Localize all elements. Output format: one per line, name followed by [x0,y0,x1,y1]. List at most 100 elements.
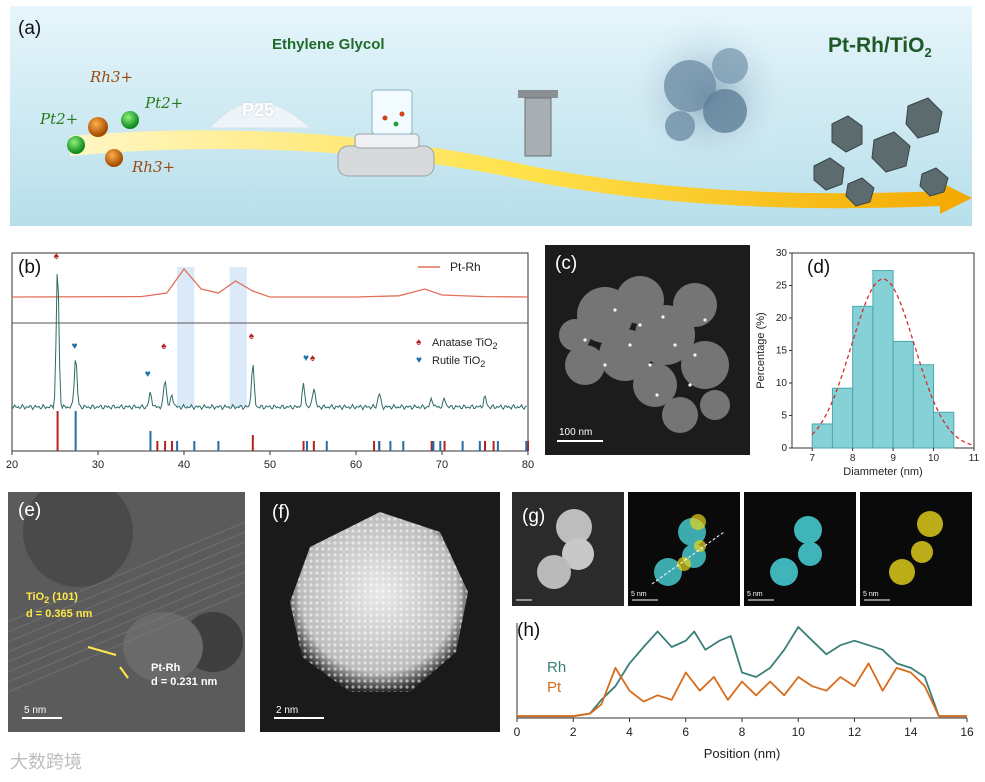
x-tick-label: 50 [264,459,276,471]
panel-e: (e) TiO2 (101) d = 0.365 nm Pt-Rh d = 0.… [7,477,246,732]
highlight-band [177,267,195,407]
panel-c: (c) 100 nm [545,245,750,455]
pt-rh-tio2-particles [813,97,949,207]
rutile-marker: ♥ [145,369,151,380]
panel-a: (a) Ethylene Glycol P25 Pt-Rh/TiO2 Pt2+ … [10,6,972,226]
scalebar-e-text: 5 nm [24,705,47,716]
x-tick-label: 70 [436,459,448,471]
pt-ion-sphere [67,136,85,154]
solvent-label: Ethylene Glycol [272,36,385,53]
histogram-bar [872,270,894,449]
gaussian-fit-line [811,278,973,446]
panel-c-label: (c) [555,253,578,274]
plot-frame [11,252,529,452]
anatase-marker: ♠ [310,353,316,364]
x-tick-label: 11 [969,453,980,464]
panel-d-label: (d) [807,257,831,278]
panel-a-label: (a) [18,18,42,39]
process-arrow [70,130,972,214]
series-sample-line [11,274,527,411]
product-label: Pt-Rh/TiO2 [828,34,932,61]
series-ptrh-line [11,267,529,298]
legend-anatase-marker: ♠ [416,337,422,348]
pt-ion-sphere [121,111,139,129]
g-rh-map [744,492,856,606]
tio2-spacing-annotation: TiO2 (101) d = 0.365 nm [26,591,93,621]
legend-rutile: Rutile TiO2 [432,355,486,370]
ion-label-pt: Pt2+ [145,94,184,112]
legend-anatase: Anatase TiO2 [432,337,498,352]
panel-h-label: (h) [517,620,541,641]
beaker [371,89,413,135]
scalebar-f-text: 2 nm [276,705,299,716]
x-tick-label: 80 [522,459,534,471]
y-tick-label: 20 [776,313,788,324]
scalebar-g-text: 5 nm [863,591,879,598]
panel-f-label: (f) [272,502,290,523]
ion-label-rh: Rh3+ [90,68,134,86]
x-tick-label: 10 [792,725,806,739]
y-tick-label: 0 [781,443,787,454]
rh-ion-sphere [88,117,108,137]
p25-powder-pile [208,101,312,129]
histogram-bar [933,411,955,449]
x-tick-label: 0 [514,725,521,739]
x-tick-label: 60 [350,459,362,471]
scalebar-g-text: 5 nm [631,591,647,598]
histogram-bar [811,423,833,449]
x-tick-label: 14 [904,725,918,739]
x-tick-label: 8 [850,453,856,464]
panel-g-label: (g) [522,506,546,527]
anatase-marker: ♠ [54,251,60,262]
scalebar-g-text: 5 nm [747,591,763,598]
g-haadf [512,492,624,606]
x-tick-label: 6 [682,725,689,739]
highlight-band [229,267,247,407]
y-tick-label: 10 [776,378,788,389]
panel-h: 0 2 4 6 8 10 12 14 16 Position (nm) (h) Rh Pt [505,615,980,777]
x-tick-label: 9 [890,453,896,464]
ion-label-rh: Rh3+ [132,158,176,176]
panel-f: (f) 2 nm [260,492,500,732]
y-tick-label: 15 [776,346,788,357]
watermark: 大数跨境 [10,752,82,773]
panel-b: ♠ ♠ ♠ ♠ ♥ ♥ ♥ ♠ ♥ 20 30 40 50 60 70 80 (b) Pt-Rh Anatas… [0,245,540,475]
panel-e-label: (e) [18,500,42,521]
anatase-marker: ♠ [161,341,167,352]
series-pt-line [517,662,967,718]
x-tick-label: 8 [739,725,746,739]
histogram-bar [852,305,874,449]
x-tick-label: 30 [92,459,104,471]
xrd-chart: ♠♠♠♠♥♥♥♠♥20 30 40 50 60 70 80 [6,251,534,471]
x-axis-label: Diammeter (nm) [843,466,922,478]
x-tick-label: 12 [848,725,862,739]
histogram-bar [831,387,854,449]
panel-g: (g) 5 nm 5 nm 5 nm [512,492,974,606]
x-tick-label: 10 [928,453,940,464]
p25-label: P25 [242,100,275,120]
panel-a-illustration [10,6,972,226]
x-axis-label: Position (nm) [704,746,781,761]
ptrh-spacing-annotation: Pt-Rh d = 0.231 nm [151,662,218,688]
haadf-image-f [274,512,468,719]
panel-d: 7 8 9 10 11 0 5 10 15 20 25 30 Diammeter (nm) Percent… [752,245,985,480]
rutile-marker: ♥ [303,353,309,364]
g-pt-map [860,492,972,606]
g-overlay-map [628,492,740,606]
autoclave [518,90,558,98]
size-histogram: 7 8 9 10 11 0 5 10 15 20 25 30 Diammeter (nm) Percent… [755,248,980,478]
histogram-bar [892,340,914,449]
scalebar-c-text: 100 nm [559,427,593,438]
legend-rh-text: Rh [547,659,567,676]
x-tick-label: 20 [6,459,18,471]
legend-rutile-marker: ♥ [416,355,422,366]
haadf-image-c [557,276,730,442]
eds-line-profile: 0 2 4 6 8 10 12 14 16 Position (nm) [514,623,974,761]
y-tick-label: 30 [776,248,788,259]
x-tick-label: 7 [809,453,815,464]
rh-ion-sphere [105,149,123,167]
x-tick-label: 16 [960,725,974,739]
histogram-bar [912,364,935,449]
legend-pt-text: Pt [547,679,562,696]
x-tick-label: 4 [626,725,633,739]
